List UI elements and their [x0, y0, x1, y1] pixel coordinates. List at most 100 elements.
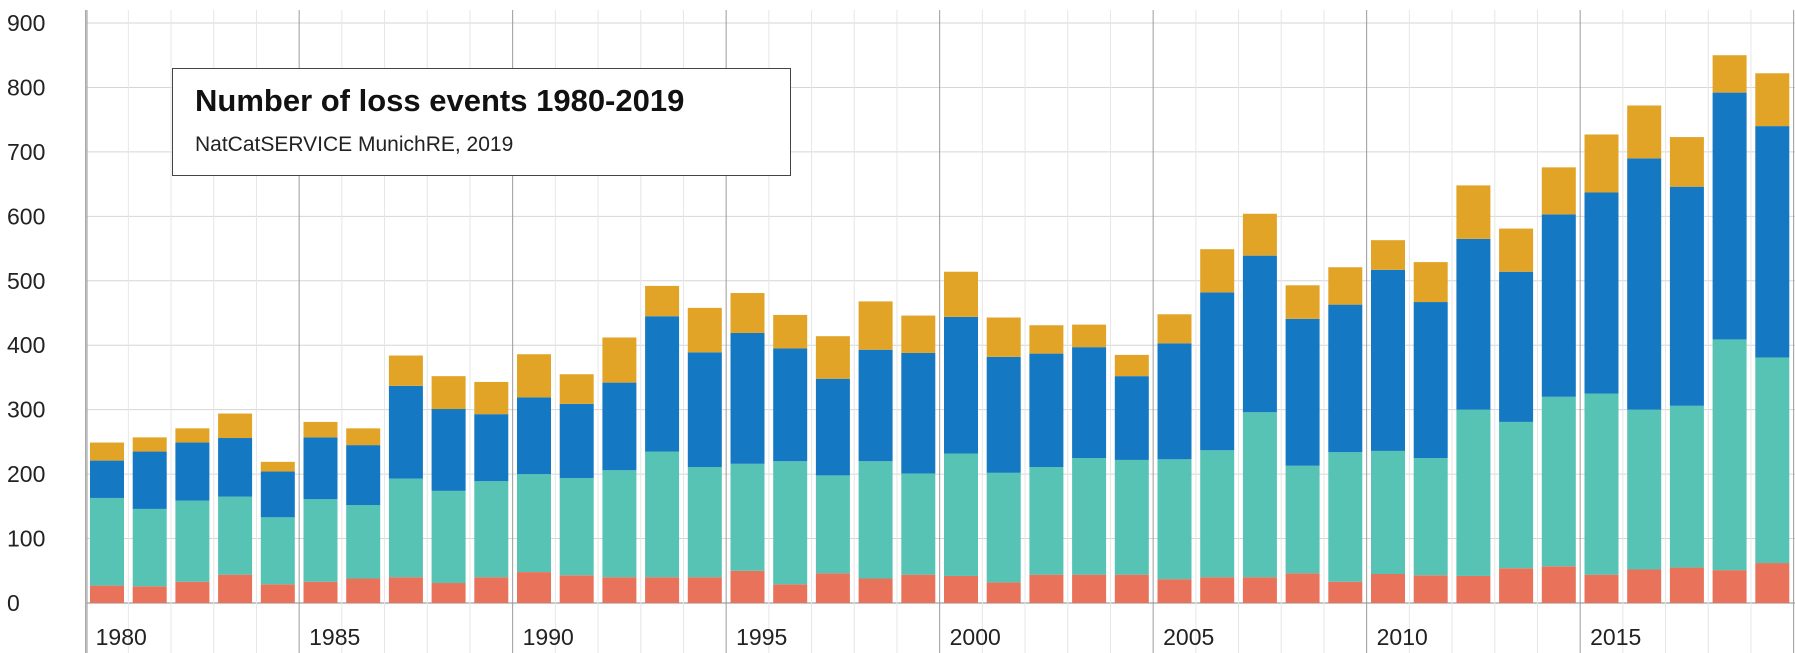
bar-segment-2009-s1: [1328, 581, 1363, 603]
bar-segment-2011-s1: [1413, 575, 1448, 603]
bar-segment-1987-s4: [388, 355, 423, 386]
bar-segment-1998-s4: [858, 301, 893, 350]
bar-segment-2001-s2: [986, 472, 1021, 583]
bar-segment-2010-s3: [1371, 269, 1405, 451]
bar-segment-1990-s3: [517, 397, 551, 475]
x-tick-label: 1990: [523, 624, 574, 650]
bar-segment-2015-s3: [1584, 192, 1619, 394]
bar-segment-2004-s4: [1114, 354, 1149, 377]
bar-segment-2011-s4: [1413, 262, 1448, 303]
bar-segment-2010-s2: [1371, 450, 1405, 574]
bar-segment-1981-s3: [132, 451, 167, 509]
bar-segment-2008-s3: [1285, 318, 1320, 466]
bar-segment-2008-s4: [1285, 285, 1320, 319]
x-axis-ticks: 1980 1985 1990 1995 2000 2005 2010 2015: [96, 624, 1642, 650]
bar-segment-2018-s2: [1712, 339, 1747, 571]
chart-title-box: Number of loss events 1980-2019 NatCatSE…: [172, 68, 791, 176]
bar-segment-1990-s1: [517, 572, 551, 603]
bar-segment-2019-s4: [1755, 73, 1790, 127]
y-axis-ticks: 0 100 200 300 400 500 600 700 800 900: [7, 10, 45, 616]
bar-segment-2013-s2: [1499, 421, 1534, 569]
bar-segment-2007-s3: [1242, 255, 1277, 413]
bar-segment-2011-s3: [1413, 302, 1448, 458]
bar-segment-1988-s4: [431, 376, 466, 410]
bar-segment-1981-s1: [132, 586, 167, 603]
bar-segment-2014-s3: [1541, 214, 1576, 397]
y-tick-label: 600: [7, 203, 45, 229]
bar-segment-1990-s2: [517, 474, 551, 573]
bar-segment-1984-s4: [260, 461, 295, 472]
bar-segment-1984-s3: [260, 471, 295, 518]
bar-segment-1993-s2: [645, 451, 680, 578]
bar-segment-2011-s2: [1413, 458, 1448, 576]
bar-segment-2015-s4: [1584, 134, 1619, 193]
y-tick-label: 100: [7, 526, 45, 552]
bar-segment-1986-s3: [346, 445, 381, 506]
bar-segment-1990-s4: [517, 354, 551, 398]
bar-segment-1980-s2: [90, 497, 124, 586]
bar-segment-1994-s1: [687, 577, 722, 603]
bar-segment-1995-s2: [730, 463, 765, 571]
bar-segment-2002-s1: [1029, 574, 1064, 603]
bar-segment-2010-s1: [1371, 574, 1405, 603]
gridlines: [85, 10, 1795, 653]
bar-segment-1983-s2: [218, 496, 253, 575]
bar-segment-1982-s2: [175, 500, 210, 582]
bar-segment-1989-s3: [474, 414, 509, 482]
bar-segment-1992-s2: [602, 470, 637, 578]
y-tick-label: 400: [7, 332, 45, 358]
bar-segment-2009-s3: [1328, 304, 1363, 453]
bar-segment-2017-s3: [1669, 186, 1704, 406]
bar-segment-1999-s3: [901, 352, 936, 474]
bar-segment-1983-s1: [218, 574, 253, 603]
bar-segment-2014-s4: [1541, 167, 1576, 215]
bar-segment-2005-s4: [1157, 314, 1192, 344]
bar-segment-2000-s2: [944, 453, 978, 576]
x-tick-label: 1995: [736, 624, 787, 650]
bars: [90, 55, 1790, 603]
bar-segment-1996-s2: [773, 461, 808, 585]
bar-segment-1997-s2: [815, 475, 850, 574]
bar-segment-1986-s1: [346, 578, 381, 603]
bar-segment-2000-s1: [944, 575, 978, 603]
bar-segment-2001-s4: [986, 317, 1021, 357]
bar-segment-2005-s1: [1157, 579, 1192, 603]
bar-segment-1981-s4: [132, 437, 167, 452]
bar-segment-1985-s2: [303, 499, 338, 582]
x-tick-label: 1985: [309, 624, 360, 650]
bar-segment-1987-s1: [388, 577, 423, 603]
bar-segment-2005-s3: [1157, 343, 1192, 460]
bar-segment-2002-s4: [1029, 325, 1064, 354]
bar-segment-1988-s1: [431, 583, 466, 603]
bar-segment-1983-s4: [218, 413, 253, 439]
bar-segment-1980-s3: [90, 460, 124, 498]
y-tick-label: 700: [7, 139, 45, 165]
bar-segment-1989-s2: [474, 481, 509, 578]
bar-segment-1992-s4: [602, 337, 637, 383]
bar-segment-2013-s1: [1499, 568, 1534, 603]
bar-segment-2006-s4: [1200, 249, 1235, 293]
bar-segment-1988-s3: [431, 409, 466, 491]
bar-segment-2010-s4: [1371, 240, 1405, 270]
x-tick-label: 2010: [1377, 624, 1428, 650]
chart-subtitle: NatCatSERVICE MunichRE, 2019: [195, 133, 514, 156]
bar-segment-2004-s3: [1114, 376, 1149, 460]
bar-segment-1988-s2: [431, 490, 466, 584]
bar-segment-2017-s2: [1669, 405, 1704, 568]
bar-segment-1987-s2: [388, 478, 423, 578]
bar-segment-1998-s2: [858, 461, 893, 579]
bar-segment-1991-s1: [559, 575, 594, 603]
bar-segment-1984-s2: [260, 517, 295, 585]
bar-segment-1997-s4: [815, 336, 850, 379]
y-tick-label: 200: [7, 461, 45, 487]
bar-segment-2003-s1: [1072, 574, 1107, 603]
bar-segment-2001-s3: [986, 356, 1021, 473]
bar-segment-1999-s2: [901, 473, 936, 575]
bar-segment-2003-s2: [1072, 458, 1107, 575]
bar-segment-2012-s4: [1456, 185, 1491, 239]
bar-segment-2018-s3: [1712, 92, 1747, 340]
bar-segment-2013-s3: [1499, 271, 1534, 422]
bar-segment-1981-s2: [132, 508, 167, 587]
bar-segment-1985-s3: [303, 437, 338, 500]
